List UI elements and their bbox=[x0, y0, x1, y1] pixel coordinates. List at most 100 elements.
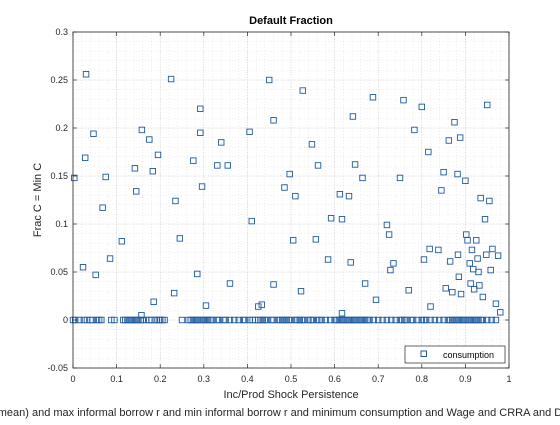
data-point bbox=[154, 151, 162, 159]
data-point bbox=[226, 280, 234, 287]
data-point bbox=[327, 215, 335, 222]
data-point bbox=[133, 188, 140, 195]
y-tick-label: 0.1 bbox=[55, 219, 68, 229]
data-point bbox=[422, 316, 430, 324]
data-point bbox=[440, 168, 447, 176]
data-point bbox=[451, 119, 458, 126]
data-point bbox=[427, 303, 434, 310]
data-point bbox=[197, 105, 204, 113]
data-point bbox=[411, 126, 418, 134]
data-point bbox=[248, 217, 255, 225]
data-point bbox=[438, 187, 445, 194]
data-point bbox=[475, 268, 482, 276]
data-point bbox=[149, 167, 156, 175]
data-point bbox=[138, 126, 146, 134]
data-point bbox=[222, 316, 229, 324]
data-point bbox=[322, 316, 330, 324]
data-point bbox=[215, 316, 223, 324]
data-point bbox=[71, 316, 79, 324]
data-point bbox=[492, 300, 500, 307]
data-point bbox=[497, 309, 504, 316]
data-point bbox=[483, 251, 490, 258]
data-point bbox=[361, 280, 369, 287]
data-point bbox=[71, 174, 78, 182]
data-point bbox=[426, 245, 433, 253]
data-point bbox=[390, 260, 397, 267]
data-point bbox=[235, 316, 242, 324]
data-point bbox=[351, 161, 359, 168]
data-point bbox=[420, 256, 428, 263]
data-point bbox=[190, 157, 197, 164]
footer-caption: mean) and max informal borrow r and min … bbox=[0, 407, 560, 419]
data-point bbox=[318, 316, 325, 324]
data-markers bbox=[69, 71, 504, 324]
data-point bbox=[489, 245, 496, 253]
data-point bbox=[82, 154, 89, 161]
data-point bbox=[270, 117, 277, 124]
data-point bbox=[289, 237, 297, 244]
data-point bbox=[258, 301, 265, 308]
data-point bbox=[466, 260, 473, 267]
data-point bbox=[479, 316, 487, 324]
data-point bbox=[263, 316, 271, 324]
x-tick-label: 0.6 bbox=[328, 374, 341, 384]
data-point bbox=[405, 287, 412, 294]
x-tick-label: 1 bbox=[506, 374, 511, 384]
data-point bbox=[470, 286, 478, 293]
legend[interactable]: consumption bbox=[404, 345, 506, 364]
x-tick-label: 0.4 bbox=[241, 374, 254, 384]
data-point bbox=[106, 255, 114, 262]
data-point bbox=[231, 316, 238, 324]
data-point bbox=[457, 290, 465, 298]
data-point bbox=[292, 192, 299, 200]
legend-box bbox=[404, 345, 506, 364]
data-point bbox=[202, 302, 210, 309]
data-point bbox=[467, 280, 474, 287]
data-point bbox=[327, 316, 334, 324]
data-point bbox=[414, 316, 421, 324]
data-point bbox=[299, 87, 306, 94]
y-axis-label: Frac C = Min C bbox=[32, 163, 44, 237]
data-point bbox=[214, 162, 221, 169]
data-point bbox=[314, 162, 322, 169]
data-point bbox=[347, 259, 354, 266]
data-point bbox=[167, 75, 175, 83]
data-point bbox=[89, 316, 96, 324]
data-point bbox=[82, 71, 90, 78]
data-point bbox=[366, 316, 373, 324]
data-point bbox=[484, 101, 491, 109]
data-point bbox=[194, 270, 201, 278]
data-point bbox=[359, 174, 366, 182]
data-point bbox=[150, 298, 157, 305]
data-point bbox=[345, 192, 353, 200]
data-point bbox=[387, 266, 394, 274]
data-point bbox=[473, 237, 480, 244]
data-point bbox=[178, 316, 186, 324]
y-tick-label: 0.15 bbox=[50, 171, 68, 181]
data-point bbox=[427, 316, 434, 324]
legend-entry-consumption: consumption bbox=[443, 350, 494, 360]
data-point bbox=[242, 316, 249, 324]
x-tick-label: 0.5 bbox=[285, 374, 298, 384]
data-point bbox=[176, 235, 184, 242]
y-tick-label: 0 bbox=[63, 315, 68, 325]
data-point bbox=[464, 237, 471, 244]
x-axis-ticks: 0 0.1 0.2 0.3 0.4 0.5 0.6 0.7 0.8 0.9 1 bbox=[70, 32, 512, 384]
data-point bbox=[474, 255, 481, 262]
data-point bbox=[349, 113, 357, 120]
x-tick-label: 0 bbox=[70, 374, 75, 384]
data-point bbox=[102, 173, 109, 181]
data-point bbox=[336, 191, 344, 198]
data-point bbox=[462, 177, 469, 185]
data-point bbox=[92, 271, 99, 279]
chart-title: Default Fraction bbox=[249, 15, 333, 27]
data-point bbox=[481, 215, 489, 223]
data-point bbox=[287, 316, 295, 324]
data-point bbox=[300, 316, 308, 324]
data-point bbox=[139, 316, 146, 324]
data-point bbox=[131, 165, 139, 172]
data-point bbox=[309, 316, 316, 324]
data-point bbox=[400, 96, 407, 104]
data-point bbox=[246, 128, 253, 136]
data-point bbox=[486, 197, 493, 205]
